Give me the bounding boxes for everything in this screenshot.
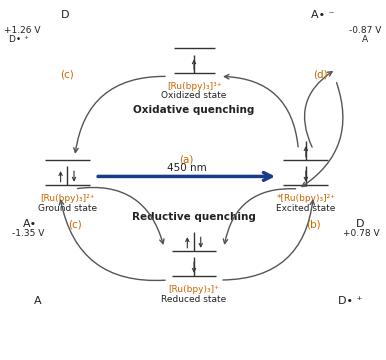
Text: A• ⁻: A• ⁻ — [311, 10, 334, 20]
Text: Reduced state: Reduced state — [161, 295, 227, 304]
Text: *[Ru(bpy)₃]²⁺: *[Ru(bpy)₃]²⁺ — [276, 194, 335, 203]
Text: [Ru(bpy)₃]⁺: [Ru(bpy)₃]⁺ — [169, 285, 220, 294]
Text: Oxidized state: Oxidized state — [161, 91, 227, 100]
Text: (b): (b) — [306, 219, 321, 229]
Text: 450 nm: 450 nm — [167, 163, 207, 173]
Text: +1.26 V: +1.26 V — [4, 26, 41, 35]
Text: A: A — [34, 296, 41, 306]
Text: [Ru(bpy)₃]²⁺: [Ru(bpy)₃]²⁺ — [40, 194, 95, 203]
Text: A: A — [362, 35, 369, 44]
Text: D• ⁺: D• ⁺ — [9, 35, 29, 44]
Text: -1.35 V: -1.35 V — [12, 229, 44, 238]
Text: (a): (a) — [179, 155, 194, 165]
Text: Oxidative quenching: Oxidative quenching — [133, 105, 255, 115]
Text: A•: A• — [23, 219, 37, 229]
Text: D: D — [356, 219, 364, 229]
Text: D: D — [61, 10, 70, 20]
Text: (c): (c) — [68, 219, 81, 229]
Text: (d): (d) — [313, 69, 328, 79]
Text: -0.87 V: -0.87 V — [349, 26, 382, 35]
Text: [Ru(bpy)₃]³⁺: [Ru(bpy)₃]³⁺ — [167, 82, 221, 91]
Text: +0.78 V: +0.78 V — [344, 229, 380, 238]
Text: (c): (c) — [61, 69, 74, 79]
Text: Excited state: Excited state — [276, 203, 335, 212]
Text: D• ⁺: D• ⁺ — [339, 296, 363, 306]
Text: Reductive quenching: Reductive quenching — [132, 212, 256, 222]
Text: Ground state: Ground state — [38, 203, 97, 212]
